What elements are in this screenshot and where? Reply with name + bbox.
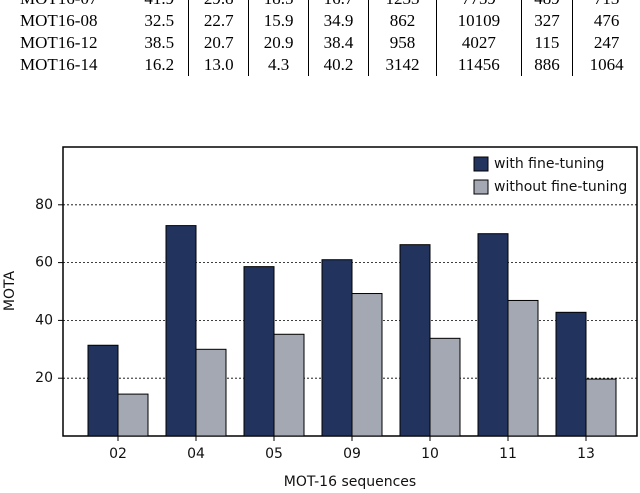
table-cell: 4.3 — [248, 54, 309, 76]
table-cell: 32.5 — [144, 11, 175, 30]
table-cell: MOT16-14 — [20, 55, 98, 74]
bar — [555, 311, 587, 437]
table-cell: 489 — [520, 0, 573, 10]
table-cell: 1064 — [572, 54, 640, 76]
table-cell: 476 — [572, 10, 640, 32]
table-cell: 20.7 — [188, 32, 249, 54]
table-cell: 18.5 — [248, 0, 309, 10]
table-cell: 40.2 — [308, 54, 369, 76]
table-cell: 247 — [572, 32, 640, 54]
table-row: MOT16-12 38.5 20.7 20.9 38.4 958 4027 115 247 — [0, 32, 640, 54]
table-cell: 38.5 — [144, 33, 175, 52]
bar — [507, 299, 539, 437]
table-row: MOT16-14 16.2 13.0 4.3 40.2 3142 11456 886 1064 — [0, 54, 640, 76]
legend-swatch — [473, 179, 489, 195]
table-cell: 34.9 — [308, 10, 369, 32]
x-tick-label: 11 — [499, 446, 517, 462]
bar — [477, 233, 509, 437]
table-row: MOT16-0741.929.818.516.712337759489713 — [0, 0, 640, 10]
y-tick-label: 40 — [35, 312, 53, 328]
table-cell: MOT16-12 — [20, 33, 98, 52]
legend-label: without fine-tuning — [494, 179, 627, 195]
bar — [273, 333, 305, 437]
legend-label: with fine-tuning — [494, 156, 604, 172]
table-cell: 4027 — [436, 32, 522, 54]
table-cell: 958 — [367, 32, 437, 54]
x-tick-label: 02 — [109, 446, 127, 462]
table-cell: 15.9 — [248, 10, 309, 32]
table-cell: 7759 — [436, 0, 522, 10]
table-cell: 11456 — [436, 54, 522, 76]
y-tick-label: 80 — [35, 197, 53, 213]
table-cell: 38.4 — [308, 32, 369, 54]
table-cell: 115 — [520, 32, 573, 54]
table-cell: 327 — [520, 10, 573, 32]
bar — [429, 337, 461, 437]
table-cell: 41.9 — [130, 0, 189, 10]
bar — [195, 348, 227, 437]
results-table: MOT16-0741.929.818.516.712337759489713MO… — [0, 0, 640, 76]
table-cell: 886 — [520, 54, 573, 76]
table-cell: 20.9 — [248, 32, 309, 54]
table-cell: 29.8 — [188, 0, 249, 10]
table-cell: 13.0 — [188, 54, 249, 76]
y-axis-label: MOTA — [2, 271, 18, 312]
table-row: MOT16-08 32.5 22.7 15.9 34.9 862 10109 327 476 — [0, 10, 640, 32]
table-cell: MOT16-08 — [20, 11, 98, 30]
bar — [321, 259, 353, 437]
table-cell: 10109 — [436, 10, 522, 32]
bar — [585, 378, 617, 437]
table-cell: 22.7 — [188, 10, 249, 32]
table-cell: 16.7 — [308, 0, 369, 10]
legend-swatch — [473, 156, 489, 172]
bar — [399, 244, 431, 437]
x-tick-label: 13 — [577, 446, 595, 462]
x-tick-label: 09 — [343, 446, 361, 462]
table-cell: MOT16-07 — [0, 0, 130, 10]
x-axis-label: MOT-16 sequences — [284, 474, 416, 490]
x-tick-label: 10 — [421, 446, 439, 462]
x-tick-label: 04 — [187, 446, 205, 462]
table-cell: 3142 — [367, 54, 437, 76]
table-cell: 1233 — [367, 0, 437, 10]
table-cell: 713 — [572, 0, 640, 10]
table-cell: 862 — [367, 10, 437, 32]
x-tick-label: 05 — [265, 446, 283, 462]
bar — [87, 344, 119, 437]
table-cell: 16.2 — [144, 55, 175, 74]
bar — [351, 293, 383, 437]
bar — [165, 225, 197, 437]
y-tick-label: 20 — [35, 370, 53, 386]
bar — [117, 393, 149, 437]
y-tick-label: 60 — [35, 255, 53, 271]
bar — [243, 266, 275, 437]
